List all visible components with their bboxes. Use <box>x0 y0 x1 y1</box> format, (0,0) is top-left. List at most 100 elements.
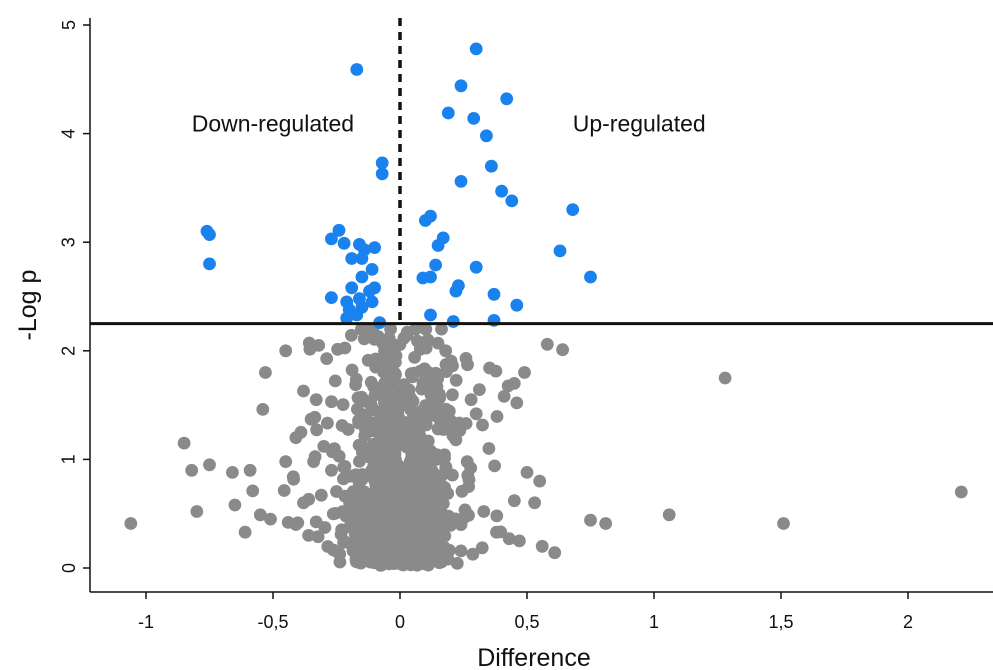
scatter-point-cloud <box>441 487 455 500</box>
scatter-point-significant <box>365 263 379 276</box>
y-tick-label: 4 <box>59 129 79 139</box>
scatter-point-cloud <box>369 441 382 455</box>
scatter-point-cloud <box>359 394 373 408</box>
scatter-point-significant <box>375 167 389 181</box>
scatter-point-cloud <box>460 455 474 469</box>
scatter-point-significant <box>345 281 359 295</box>
scatter-point <box>259 366 272 379</box>
scatter-point-cloud <box>321 416 334 430</box>
scatter-point-cloud <box>373 412 387 426</box>
scatter-point-cloud <box>349 378 362 392</box>
scatter-point-cloud <box>345 328 358 342</box>
scatter-point <box>599 517 613 530</box>
scatter-point-cloud <box>388 413 402 427</box>
y-tick-label: 1 <box>59 454 79 464</box>
scatter-point <box>502 532 516 546</box>
scatter-point <box>281 516 295 529</box>
scatter-point-significant <box>368 281 381 295</box>
scatter-point-cloud <box>333 555 347 569</box>
x-tick-label: 2 <box>903 612 913 632</box>
scatter-point-significant <box>429 258 442 272</box>
scatter-point-cloud <box>417 440 431 454</box>
scatter-point <box>490 525 503 539</box>
scatter-point-cloud <box>328 374 342 388</box>
scatter-point-cloud <box>357 332 371 346</box>
scatter-point-cloud <box>432 540 446 553</box>
scatter-point-cloud <box>435 322 448 336</box>
scatter-point-cloud <box>422 552 436 566</box>
scatter-point-cloud <box>402 542 416 556</box>
scatter-point-significant <box>510 298 524 312</box>
x-tick-label: 0 <box>395 612 405 632</box>
scatter-point-significant <box>566 203 580 217</box>
scatter-point-cloud <box>416 412 429 425</box>
scatter-point-cloud <box>399 418 412 431</box>
scatter-point-cloud <box>369 551 383 565</box>
scatter-point-cloud <box>309 515 323 529</box>
scatter-point-cloud <box>330 485 343 498</box>
scatter-point-significant <box>355 301 369 314</box>
scatter-point-cloud <box>476 418 489 432</box>
scatter-point-cloud <box>404 367 418 380</box>
scatter-point <box>497 390 511 403</box>
scatter-point-cloud <box>338 535 351 548</box>
scatter-point-cloud <box>376 529 390 542</box>
scatter-point <box>954 485 968 499</box>
data-points <box>124 42 968 572</box>
scatter-point <box>477 505 491 518</box>
scatter-point-cloud <box>385 476 398 490</box>
scatter-point <box>520 466 534 479</box>
scatter-point-cloud <box>348 496 362 510</box>
scatter-point <box>413 494 427 508</box>
scatter-point-significant <box>446 315 460 328</box>
scatter-point <box>302 529 315 542</box>
scatter-point-significant <box>419 214 432 227</box>
scatter-point <box>518 366 531 379</box>
scatter-point <box>540 337 554 351</box>
scatter-point-cloud <box>341 423 355 436</box>
scatter-point-cloud <box>432 556 446 570</box>
scatter-point <box>185 463 199 477</box>
scatter-point <box>482 442 496 455</box>
scatter-point <box>264 512 277 526</box>
scatter-point-cloud <box>419 322 433 336</box>
y-tick-label: 5 <box>59 20 79 30</box>
scatter-point-cloud <box>375 466 389 480</box>
scatter-point <box>314 488 328 502</box>
scatter-point <box>317 440 331 453</box>
scatter-point-cloud <box>430 448 443 461</box>
scatter-point-cloud <box>426 522 440 536</box>
scatter-point-cloud <box>338 460 352 473</box>
scatter-point <box>312 339 326 352</box>
scatter-point-cloud <box>400 325 414 339</box>
scatter-point <box>297 496 310 510</box>
scatter-point-significant <box>332 223 346 237</box>
scatter-point-cloud <box>381 447 394 461</box>
scatter-point-cloud <box>277 484 291 497</box>
x-tick-label: -0,5 <box>257 612 288 632</box>
scatter-point-cloud <box>338 341 352 355</box>
scatter-point-cloud <box>331 546 345 559</box>
scatter-point <box>286 470 300 484</box>
scatter-point-significant <box>553 244 567 258</box>
scatter-point-cloud <box>439 402 453 416</box>
scatter-point-cloud <box>411 526 424 540</box>
scatter-point-significant <box>480 129 493 143</box>
scatter-point-cloud <box>311 530 325 544</box>
scatter-point <box>304 412 318 426</box>
y-tick-label: 0 <box>59 563 79 573</box>
scatter-point-cloud <box>389 461 403 475</box>
scatter-point-cloud <box>413 514 427 528</box>
scatter-point <box>454 518 468 531</box>
scatter-point <box>203 458 216 472</box>
scatter-point-cloud <box>364 424 378 438</box>
scatter-point <box>424 374 437 388</box>
scatter-point-cloud <box>390 503 403 516</box>
scatter-point-significant <box>340 311 354 325</box>
scatter-point <box>309 393 323 407</box>
scatter-point-cloud <box>388 539 402 553</box>
scatter-point <box>462 480 475 493</box>
scatter-point <box>507 377 521 390</box>
scatter-point-cloud <box>385 519 399 533</box>
